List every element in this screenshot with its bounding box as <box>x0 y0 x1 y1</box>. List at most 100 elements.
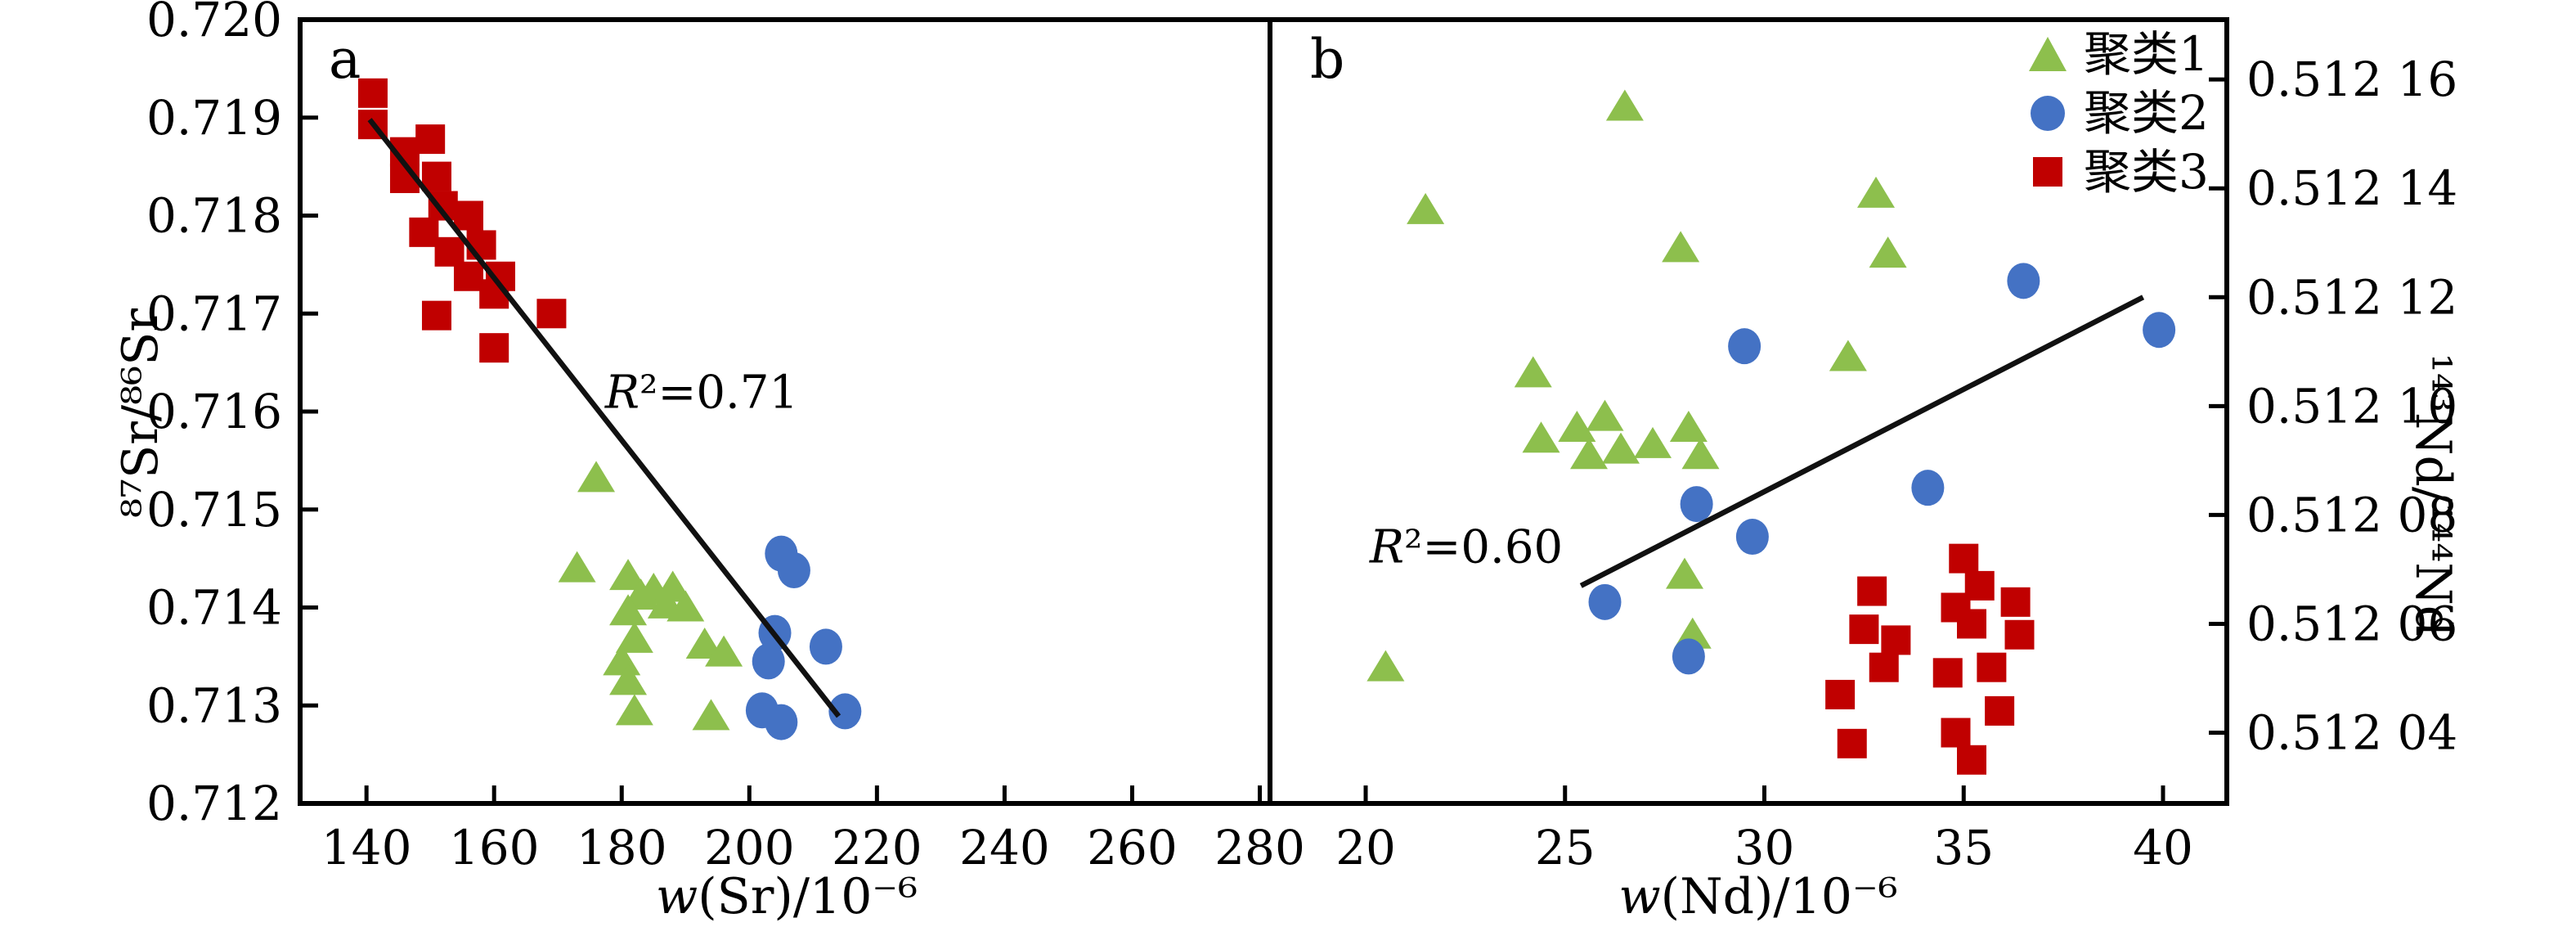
scatter-point-triangle <box>1829 340 1867 371</box>
r2-value-a: ²=0.71 <box>640 366 799 420</box>
y-tick-label: 0.717 <box>146 286 282 341</box>
y-tick-label: 0.512 14 <box>2246 160 2457 216</box>
y-axis-title-right: ¹⁴³Nd/¹⁴⁴Nd <box>2404 353 2462 637</box>
y-tick-label: 0.712 <box>146 776 282 831</box>
y-tick-label: 0.512 12 <box>2246 269 2457 325</box>
y-tick-label: 0.512 08 <box>2246 487 2457 542</box>
x-tick-label: 220 <box>832 820 922 875</box>
scatter-point-square <box>1985 695 2015 726</box>
y-tick-label: 0.512 10 <box>2246 378 2457 434</box>
r2-annotation-a: R²=0.71 <box>605 367 798 420</box>
scatter-point-square <box>453 261 483 291</box>
scatter-point-circle <box>765 704 798 740</box>
scatter-point-circle <box>1672 638 1705 675</box>
x-tick-label: 200 <box>704 820 795 875</box>
x-axis-title-b: w(Nd)/10⁻⁶ <box>1618 868 1897 925</box>
legend-label-cluster3: 聚类3 <box>2084 144 2209 200</box>
scatter-point-circle <box>809 628 842 665</box>
y-tick-label: 0.512 04 <box>2246 705 2457 761</box>
scatter-point-square <box>357 78 388 108</box>
scatter-point-triangle <box>1602 432 1640 464</box>
r2-variable-a: R <box>604 366 640 420</box>
scatter-point-circle <box>1680 486 1713 523</box>
x-tick-label: 260 <box>1087 820 1178 875</box>
square-glyph <box>2033 157 2062 187</box>
legend-item-cluster3: 聚类3 <box>2026 142 2209 201</box>
y-tick-label: 0.715 <box>146 482 282 538</box>
scatter-point-triangle <box>705 635 743 667</box>
x-tick-label: 160 <box>449 820 540 875</box>
scatter-point-square <box>415 124 446 155</box>
x-tick-label: 30 <box>1735 820 1795 875</box>
panel-b: 20 25 30 35 40 0.512 04 0.512 06 0.512 08 0.512 … <box>1335 52 2457 875</box>
scatter-point-triangle <box>685 628 724 659</box>
scatter-point-triangle <box>577 461 616 493</box>
plot-border <box>298 17 2229 806</box>
scatter-point-circle <box>1735 519 1769 556</box>
scatter-point-circle <box>828 693 862 730</box>
y-tick-label: 0.512 06 <box>2246 596 2457 651</box>
x-tick-label: 25 <box>1535 820 1595 875</box>
x-axis-variable-b: w <box>1618 868 1661 925</box>
x-axis-units-a: (Sr)/10⁻⁶ <box>698 868 918 925</box>
scatter-point-triangle <box>1857 176 1895 208</box>
x-tick-label: 40 <box>2133 820 2193 875</box>
y-tick-label: 0.719 <box>146 90 282 146</box>
scatter-point-triangle <box>1666 557 1703 589</box>
scatter-point-circle <box>1588 583 1622 620</box>
y-tick-label: 0.716 <box>146 384 282 439</box>
scatter-point-square <box>1941 718 1971 748</box>
scatter-point-triangle <box>1669 410 1708 442</box>
scatter-point-triangle <box>1407 192 1445 224</box>
scatter-point-square <box>1957 609 1986 639</box>
scatter-point-circle <box>752 643 785 680</box>
scatter-point-triangle <box>1522 421 1560 453</box>
circle-glyph <box>2031 96 2065 131</box>
y-tick-label: 0.713 <box>146 677 282 733</box>
scatter-point-triangle <box>609 594 648 626</box>
scatter-point-square <box>1949 543 1979 574</box>
scatter-point-triangle <box>1662 231 1700 263</box>
scatter-point-triangle <box>609 664 648 695</box>
panel-a: 140 160 180 200 220 240 260 280 0.712 0.713 0.714 0… <box>146 0 1305 875</box>
r2-annotation-b: R²=0.60 <box>1370 521 1563 574</box>
scatter-point-square <box>1957 745 1986 775</box>
scatter-point-triangle <box>692 699 730 731</box>
square-icon <box>2033 157 2062 187</box>
scatter-point-triangle <box>1681 438 1720 470</box>
scatter-point-square <box>1932 658 1963 688</box>
scatter-point-circle <box>1728 328 1761 365</box>
scatter-point-square <box>1825 679 1856 709</box>
panel-b-letter: b <box>1310 28 1345 91</box>
scatter-point-square <box>2004 619 2035 650</box>
scatter-point-circle <box>2007 263 2040 299</box>
panel-a-letter: a <box>329 28 361 91</box>
scatter-point-triangle <box>1558 410 1596 442</box>
scatter-point-triangle <box>653 570 692 602</box>
scatter-point-square <box>1977 652 2007 682</box>
scatter-point-triangle <box>558 551 596 583</box>
scatter-point-square <box>536 299 567 329</box>
scatter-point-square <box>1857 576 1887 606</box>
x-tick-label: 280 <box>1214 820 1305 875</box>
y-tick-label: 0.714 <box>146 580 282 636</box>
scatter-point-square <box>1849 614 1879 645</box>
x-tick-label: 180 <box>577 820 667 875</box>
scatter-point-triangle <box>1605 89 1644 121</box>
scatter-point-circle <box>2143 312 2176 349</box>
y-tick-label: 0.512 16 <box>2246 52 2457 107</box>
scatter-point-triangle <box>1367 650 1405 682</box>
x-tick-label: 140 <box>321 820 412 875</box>
x-tick-label: 20 <box>1335 820 1396 875</box>
scatter-point-triangle <box>615 621 653 653</box>
scatter-point-square <box>1837 728 1867 758</box>
scatter-point-square <box>1869 652 1899 682</box>
scatter-point-triangle <box>1514 356 1552 388</box>
scatter-point-square <box>409 217 439 247</box>
scatter-point-triangle <box>603 644 641 676</box>
regression-line <box>1579 295 2145 588</box>
y-tick-label: 0.718 <box>146 188 282 244</box>
x-tick-label: 240 <box>959 820 1050 875</box>
x-axis-variable-a: w <box>655 868 698 925</box>
legend-label-cluster2: 聚类2 <box>2084 85 2209 141</box>
